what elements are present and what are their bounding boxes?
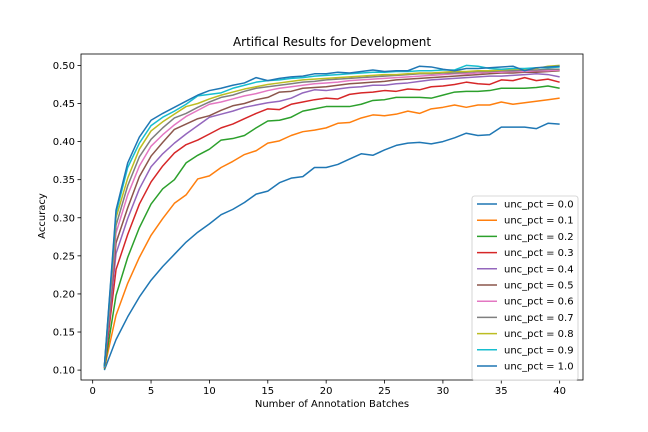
x-tick-label: 25	[378, 386, 391, 397]
legend-label: unc_pct = 0.2	[504, 232, 574, 243]
y-tick-label: 0.10	[53, 366, 75, 377]
legend-label: unc_pct = 0.8	[504, 329, 574, 340]
legend-label: unc_pct = 1.0	[504, 362, 574, 373]
series-line-8	[103, 64, 560, 368]
series-lines	[103, 64, 560, 371]
legend-label: unc_pct = 0.0	[504, 200, 574, 211]
legend-label: unc_pct = 0.7	[504, 313, 574, 324]
series-line-3	[103, 76, 560, 368]
y-tick-label: 0.50	[53, 61, 75, 72]
y-tick-label: 0.35	[53, 175, 75, 186]
axes-frame	[80, 53, 584, 381]
series-line-9	[103, 64, 560, 368]
x-tick-label: 20	[320, 386, 333, 397]
legend-label: unc_pct = 0.4	[504, 264, 574, 275]
legend-box	[471, 195, 579, 381]
y-tick-label: 0.45	[53, 99, 75, 110]
series-line-6	[103, 69, 560, 368]
x-tick-label: 30	[437, 386, 450, 397]
y-tick-label: 0.30	[53, 213, 75, 224]
legend: unc_pct = 0.0 unc_pct = 0.1 unc_pct = 0.2 u…	[471, 195, 579, 381]
x-axis-label: Number of Annotation Batches	[255, 399, 409, 410]
y-axis-label: Accuracy	[37, 193, 48, 239]
x-tick-label: 15	[261, 386, 274, 397]
series-line-2	[103, 85, 560, 369]
series-line-1	[103, 97, 560, 369]
y-tick-label: 0.15	[53, 328, 75, 339]
y-tick-label: 0.25	[53, 251, 75, 262]
x-tick-label: 10	[203, 386, 216, 397]
series-line-4	[103, 73, 560, 368]
legend-label: unc_pct = 0.6	[504, 297, 574, 308]
y-tick-label: 0.40	[53, 137, 75, 148]
x-tick-label: 35	[495, 386, 508, 397]
series-line-10	[103, 65, 560, 367]
series-line-0	[103, 122, 560, 371]
legend-label: unc_pct = 0.5	[504, 281, 574, 292]
legend-label: unc_pct = 0.9	[504, 345, 574, 356]
series-line-7	[103, 68, 560, 368]
x-tick-label: 40	[553, 386, 566, 397]
chart-title: Artifical Results for Development	[233, 35, 431, 49]
legend-label: unc_pct = 0.3	[504, 248, 574, 259]
series-line-5	[103, 70, 560, 368]
y-tick-label: 0.20	[53, 289, 75, 300]
x-tick-label: 0	[89, 386, 95, 397]
y-axis: 0.10 0.15 0.20 0.25 0.30 0.35 0.40 0.45 0.50	[53, 61, 81, 377]
x-tick-label: 5	[148, 386, 154, 397]
legend-label: unc_pct = 0.1	[504, 216, 574, 227]
